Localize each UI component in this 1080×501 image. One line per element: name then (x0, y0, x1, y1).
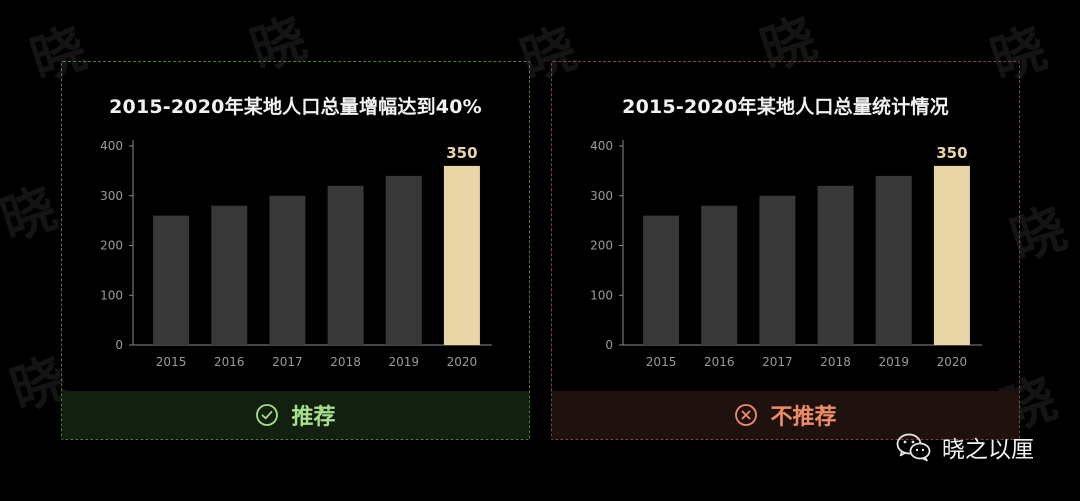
y-tick-label: 200 (590, 239, 613, 253)
bar-chart: 0 100 200 300 400 2015 2016 2017 2018 2019 2020 350 (552, 122, 1021, 382)
not-recommended-panel: 2015-2020年某地人口总量统计情况 0 100 200 300 400 2015 20… (551, 61, 1020, 440)
check-circle-icon (256, 404, 279, 426)
verdict-bar: 推荐 (62, 391, 529, 439)
wechat-icon (896, 433, 931, 462)
x-tick-label: 2015 (646, 355, 677, 369)
y-tick-label: 100 (590, 288, 613, 302)
bar (643, 215, 680, 345)
x-tick-label: 2020 (447, 355, 478, 369)
recommended-panel: 2015-2020年某地人口总量增幅达到40% 0 100 200 300 400 201… (61, 61, 530, 440)
x-tick-label: 2016 (704, 355, 735, 369)
bar-chart: 0 100 200 300 400 2015 2016 2017 2018 2019 2020 350 (62, 122, 531, 382)
x-tick-label: 2018 (330, 355, 361, 369)
chart-title: 2015-2020年某地人口总量统计情况 (622, 96, 949, 118)
y-tick-label: 300 (100, 189, 123, 203)
brand-badge: 晓之以厘 (896, 430, 1034, 464)
data-label: 350 (936, 144, 967, 162)
y-tick-label: 0 (115, 338, 123, 352)
watermark-glyph: 晓 (0, 175, 64, 253)
x-tick-label: 2020 (937, 355, 968, 369)
verdict-bar: 不推荐 (552, 391, 1019, 439)
x-tick-label: 2018 (820, 355, 851, 369)
verdict-label: 不推荐 (770, 405, 837, 430)
x-tick-label: 2017 (272, 355, 303, 369)
verdict-label: 推荐 (291, 405, 336, 430)
x-tick-label: 2016 (214, 355, 245, 369)
bar (269, 195, 306, 345)
bar (759, 195, 796, 345)
x-tick-label: 2019 (388, 355, 419, 369)
y-tick-label: 100 (100, 288, 123, 302)
bar (701, 205, 738, 345)
y-tick-label: 0 (605, 338, 613, 352)
x-tick-label: 2019 (878, 355, 909, 369)
data-label: 350 (446, 144, 477, 162)
bar (327, 185, 364, 345)
chart-title: 2015-2020年某地人口总量增幅达到40% (109, 96, 482, 118)
y-tick-label: 400 (100, 139, 123, 153)
bar (385, 175, 422, 345)
x-tick-label: 2015 (156, 355, 187, 369)
bar-chart-svg: 0 100 200 300 400 2015 2016 2017 2018 2019 2020 350 (100, 139, 492, 369)
bar (817, 185, 854, 345)
x-tick-label: 2017 (762, 355, 793, 369)
highlight-bar (443, 165, 480, 345)
x-circle-icon (735, 404, 758, 426)
y-tick-label: 200 (100, 239, 123, 253)
brand-name: 晓之以厘 (942, 437, 1034, 463)
bar (875, 175, 912, 345)
bar-chart-svg: 0 100 200 300 400 2015 2016 2017 2018 2019 2020 350 (590, 139, 982, 369)
bar (211, 205, 248, 345)
bar (153, 215, 190, 345)
highlight-bar (933, 165, 970, 345)
y-tick-label: 300 (590, 189, 613, 203)
y-tick-label: 400 (590, 139, 613, 153)
